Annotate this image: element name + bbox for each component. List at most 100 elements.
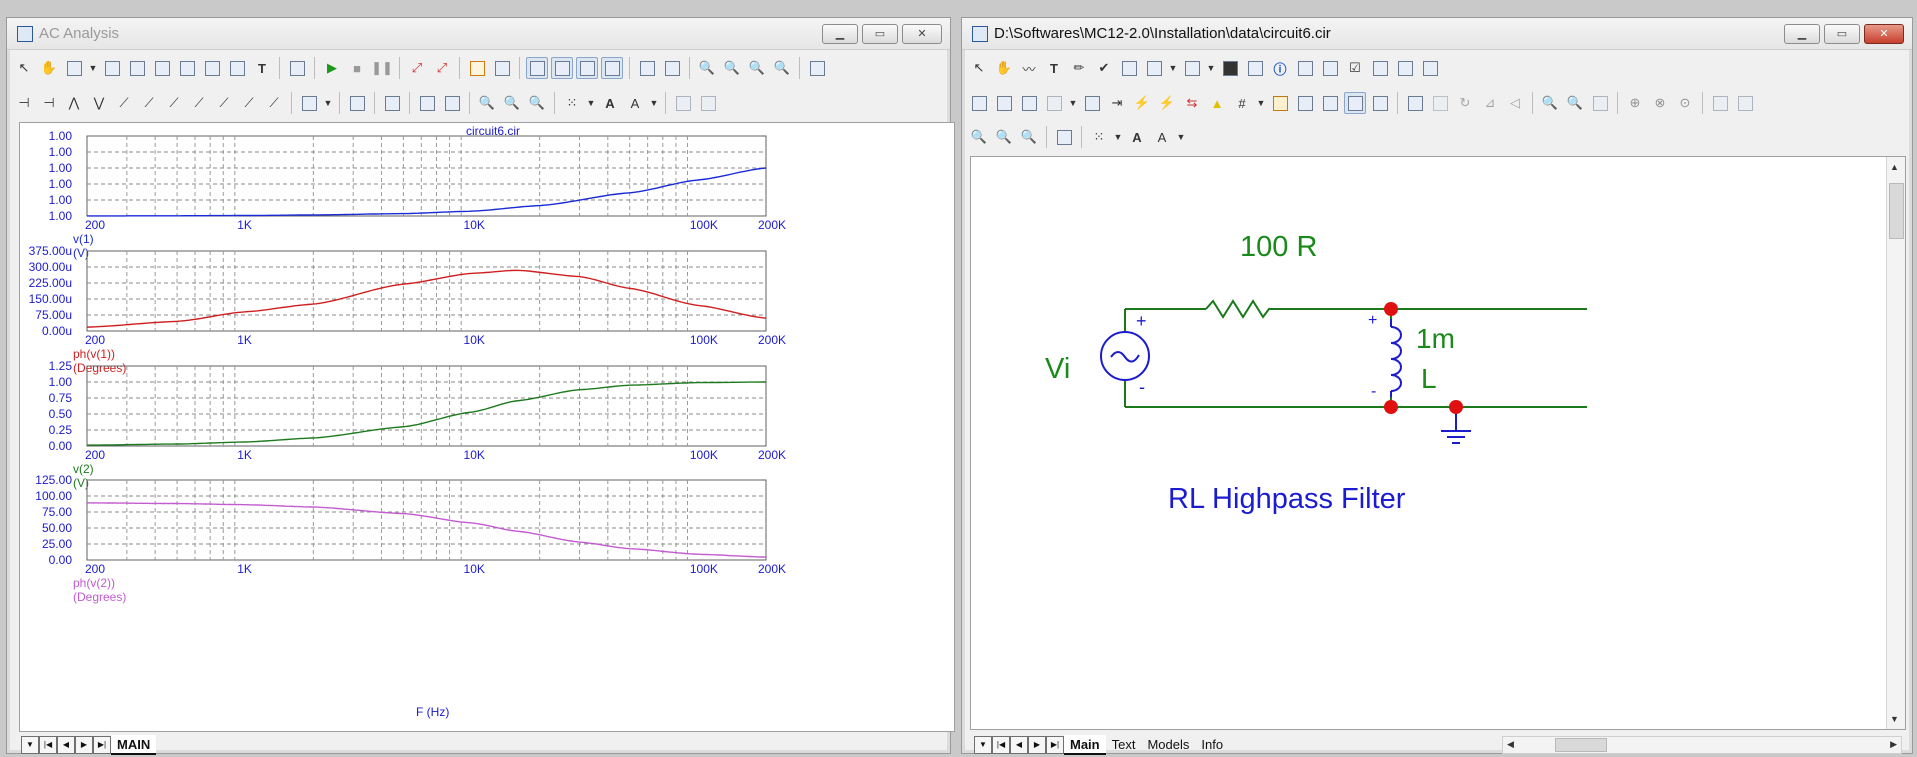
chevron-down-icon[interactable]: ▼ (1206, 63, 1216, 73)
slope-icon[interactable]: ⟋ (144, 95, 154, 110)
pause-icon[interactable]: ❚❚ (371, 60, 393, 75)
layout-icon[interactable] (636, 57, 658, 79)
cursor-icon[interactable]: ⤢ (436, 60, 448, 75)
copy-icon[interactable] (1143, 57, 1165, 79)
prev-tab-button[interactable]: ◀ (57, 736, 75, 754)
flip-icon[interactable]: ◁ (1510, 95, 1520, 110)
component-icon[interactable] (1118, 57, 1140, 79)
graph-icon[interactable] (176, 57, 198, 79)
source-name-label[interactable]: Vi (1045, 353, 1071, 385)
peak-icon[interactable]: ⊣ (43, 95, 55, 110)
grid-dots-icon[interactable]: ⁙ (566, 95, 578, 110)
close-button[interactable]: ✕ (1864, 24, 1904, 44)
slope-icon[interactable]: ⟋ (269, 95, 279, 110)
chevron-down-icon[interactable]: ▼ (586, 98, 596, 108)
resistor-label[interactable]: 100 R (1240, 231, 1318, 263)
next-tab-button[interactable]: ▶ (1028, 736, 1046, 754)
tile-icon[interactable] (576, 57, 598, 79)
list-icon[interactable] (346, 92, 368, 114)
chevron-down-icon[interactable]: ▼ (88, 63, 98, 73)
layout-icon[interactable] (661, 57, 683, 79)
mirror-icon[interactable]: ⊿ (1484, 95, 1496, 110)
paste-icon[interactable] (697, 92, 719, 114)
zoom-icon[interactable]: 🔍 (773, 60, 791, 75)
rotate-icon[interactable] (1404, 92, 1426, 114)
cursor-icon[interactable]: ⤢ (411, 60, 423, 75)
chevron-down-icon[interactable]: ▼ (649, 98, 659, 108)
zoom-in-icon[interactable]: 🔍 (478, 95, 496, 110)
attribute-icon[interactable] (968, 92, 990, 114)
grid-icon[interactable]: # (1238, 95, 1246, 111)
checklist-icon[interactable] (806, 57, 828, 79)
trace-label[interactable]: ph(v(1)) (Degrees) (73, 347, 127, 375)
tab-models[interactable]: Models (1147, 737, 1190, 752)
zoom-fit-icon[interactable]: 🔍 (1020, 129, 1038, 144)
power-icon[interactable]: ⚡ (1133, 95, 1151, 110)
probe-icon[interactable] (1244, 57, 1266, 79)
zoom-icon[interactable]: 🔍 (698, 60, 716, 75)
rotate-icon[interactable] (1429, 92, 1451, 114)
page-icon[interactable] (1294, 92, 1316, 114)
pan-hand-icon[interactable]: ✋ (40, 60, 58, 75)
select-arrow-icon[interactable]: ↖ (973, 60, 985, 75)
copy-icon[interactable] (1709, 92, 1731, 114)
zoom-fit-icon[interactable]: 🔍 (528, 95, 546, 110)
trace-label[interactable]: ph(v(2)) (Degrees) (73, 576, 127, 604)
chevron-down-icon[interactable]: ▼ (1256, 98, 1266, 108)
graph-icon[interactable] (201, 57, 223, 79)
tab-menu-button[interactable]: ▼ (21, 736, 39, 754)
info-icon[interactable]: ⓘ (1273, 61, 1287, 77)
grid-dots-icon[interactable]: ⁙ (1093, 129, 1105, 144)
inductor-name-label[interactable]: L (1421, 363, 1437, 394)
font-icon[interactable]: A (1132, 129, 1142, 145)
page-icon[interactable] (1269, 92, 1291, 114)
horizontal-scrollbar[interactable]: ◀ ▶ (1502, 736, 1902, 754)
attribute-icon[interactable] (1018, 92, 1040, 114)
next-tab-button[interactable]: ▶ (75, 736, 93, 754)
chevron-down-icon[interactable]: ▼ (1168, 63, 1178, 73)
text-icon[interactable]: T (1050, 60, 1058, 76)
check-pen-icon[interactable]: ✔ (1098, 60, 1110, 75)
window-icon[interactable] (466, 57, 488, 79)
valley-icon[interactable]: ⋁ (93, 95, 105, 110)
scroll-left-arrow[interactable]: ◀ (1507, 739, 1514, 749)
font-color-icon[interactable]: A (1157, 129, 1167, 145)
scroll-up-arrow[interactable]: ▲ (1890, 162, 1899, 172)
run-icon[interactable]: ▶ (327, 60, 337, 75)
current-icon[interactable]: ⇥ (1111, 95, 1123, 110)
condition-icon[interactable]: ⚡ (1158, 95, 1176, 110)
vertical-scrollbar[interactable]: ▲ ▼ (1886, 157, 1905, 729)
list-icon[interactable] (1394, 57, 1416, 79)
maximize-button[interactable]: ▭ (862, 24, 898, 44)
table-icon[interactable] (1219, 57, 1241, 79)
find-icon[interactable] (1589, 92, 1611, 114)
zoom-in-icon[interactable]: 🔍 (970, 129, 988, 144)
edit-icon[interactable] (1419, 57, 1441, 79)
chevron-down-icon[interactable]: ▼ (1176, 132, 1186, 142)
chevron-down-icon[interactable]: ▼ (1068, 98, 1078, 108)
slope-icon[interactable]: ⟋ (219, 95, 229, 110)
tile-icon[interactable] (551, 57, 573, 79)
last-tab-button[interactable]: ▶| (1046, 736, 1064, 754)
properties-icon[interactable] (1369, 92, 1391, 114)
zoom-out-icon[interactable]: 🔍 (503, 95, 521, 110)
slope-icon[interactable]: ⟋ (244, 95, 254, 110)
rotate-icon[interactable]: ↻ (1459, 95, 1471, 110)
clipboard-icon[interactable] (298, 92, 320, 114)
font-color-icon[interactable]: A (630, 95, 640, 111)
copy-icon[interactable] (672, 92, 694, 114)
node-voltage-icon[interactable] (1081, 92, 1103, 114)
scroll-right-arrow[interactable]: ▶ (1890, 739, 1897, 749)
tab-menu-button[interactable]: ▼ (974, 736, 992, 754)
attribute-icon[interactable] (993, 92, 1015, 114)
tile-icon[interactable] (601, 57, 623, 79)
wire-icon[interactable]: 〰 (1022, 61, 1036, 77)
zoom-out-icon[interactable]: 🔍 (995, 129, 1013, 144)
print-icon[interactable] (1053, 126, 1075, 148)
pen-icon[interactable]: ✏ (1073, 60, 1085, 75)
page-icon[interactable] (1319, 92, 1341, 114)
close-circle-icon[interactable]: ⊗ (1654, 95, 1666, 110)
grid-icon[interactable] (126, 57, 148, 79)
trace-label[interactable]: v(2) (V) (73, 462, 94, 490)
first-tab-button[interactable]: |◀ (992, 736, 1010, 754)
